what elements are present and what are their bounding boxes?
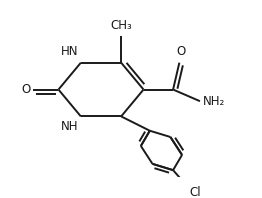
Text: CH₃: CH₃ bbox=[110, 19, 132, 32]
Text: O: O bbox=[177, 45, 186, 58]
Text: Cl: Cl bbox=[189, 186, 201, 198]
Text: NH: NH bbox=[61, 120, 78, 133]
Text: O: O bbox=[21, 83, 31, 96]
Text: HN: HN bbox=[61, 45, 78, 58]
Text: NH₂: NH₂ bbox=[203, 95, 225, 108]
